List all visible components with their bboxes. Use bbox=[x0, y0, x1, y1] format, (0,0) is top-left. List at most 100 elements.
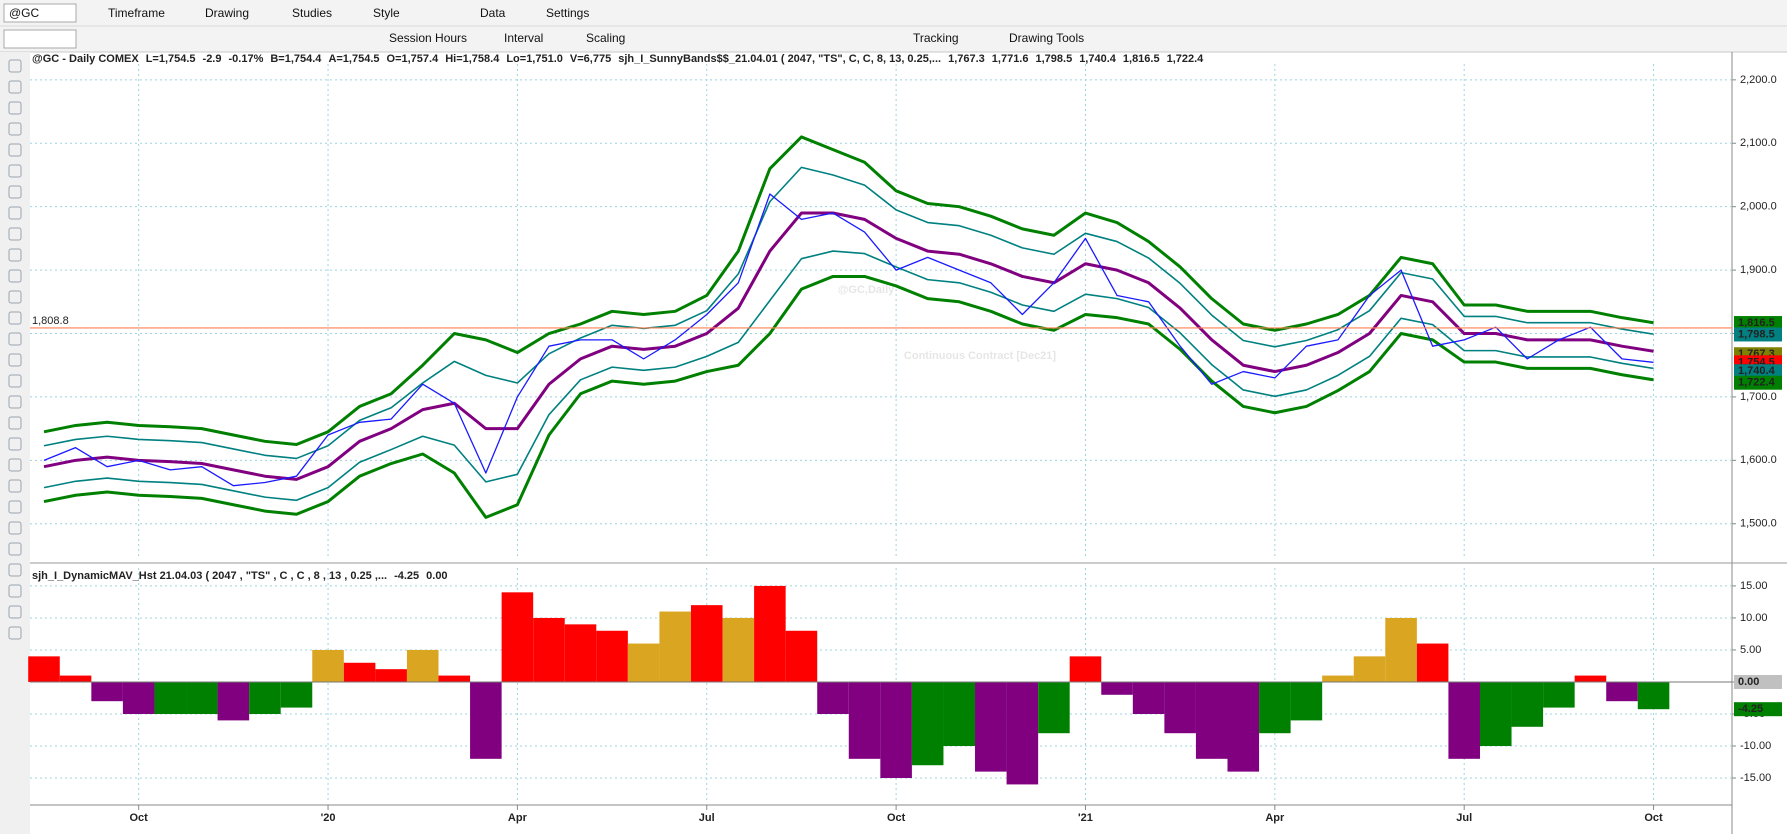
histogram-bar bbox=[817, 681, 849, 714]
tool-icon bbox=[8, 458, 22, 472]
menu-button[interactable]: Interval bbox=[504, 31, 543, 45]
histogram-bar bbox=[848, 681, 881, 759]
tool-icon bbox=[8, 80, 22, 94]
layout-box[interactable] bbox=[3, 29, 77, 49]
study-header: 1,816.5 bbox=[1123, 53, 1160, 65]
histogram-bar bbox=[627, 643, 660, 682]
x-tick-label: Apr bbox=[508, 812, 528, 824]
value-tag-label: 1,798.5 bbox=[1738, 328, 1775, 340]
series-line bbox=[43, 135, 1654, 446]
x-tick-label: Oct bbox=[1644, 812, 1663, 824]
histogram-bar bbox=[722, 617, 755, 682]
menu-button[interactable]: Data bbox=[480, 6, 506, 20]
symbol-input[interactable]: @GC bbox=[9, 6, 40, 20]
histogram-bar bbox=[690, 605, 723, 682]
tool-icon bbox=[8, 500, 22, 514]
histogram-bar bbox=[1164, 681, 1196, 734]
histogram-bar bbox=[1543, 681, 1575, 708]
side-icons bbox=[8, 59, 22, 640]
tool-icon bbox=[8, 563, 22, 577]
menu-button[interactable]: Studies bbox=[292, 6, 332, 20]
histogram-bar bbox=[880, 681, 912, 779]
tool-icon bbox=[8, 437, 22, 451]
menu-button[interactable]: Scaling bbox=[586, 31, 625, 45]
series-line bbox=[43, 166, 1654, 460]
histogram-bar bbox=[1606, 681, 1638, 702]
study-header: Hi=1,758.4 bbox=[445, 53, 500, 65]
histogram-bar bbox=[1132, 681, 1165, 714]
menu-button[interactable]: Settings bbox=[546, 6, 589, 20]
value-tag bbox=[1734, 375, 1782, 390]
study-header: 1,740.4 bbox=[1079, 53, 1117, 65]
histogram-bar bbox=[659, 611, 691, 682]
histogram-bar bbox=[1416, 643, 1449, 682]
histogram-bar bbox=[186, 681, 218, 714]
symbol-box[interactable] bbox=[3, 3, 77, 23]
tool-icon bbox=[8, 101, 22, 115]
tool-icon bbox=[8, 227, 22, 241]
x-tick-label: '20 bbox=[321, 812, 336, 824]
x-tick-label: Jul bbox=[1456, 812, 1472, 824]
tool-icon bbox=[8, 395, 22, 409]
study-header: V=6,775 bbox=[570, 53, 611, 65]
x-tick-label: Oct bbox=[130, 812, 149, 824]
histogram-bar bbox=[122, 681, 155, 714]
histogram-bar bbox=[1637, 681, 1670, 710]
y-tick-label: 2,200.0 bbox=[1740, 74, 1777, 86]
histogram-bar bbox=[1069, 656, 1102, 682]
value-tag bbox=[1734, 327, 1782, 342]
watermark: @GC,Daily bbox=[838, 284, 895, 296]
study-header: sjh_I_SunnyBands$$_21.04.01 ( 2047, "TS"… bbox=[618, 53, 941, 65]
y-tick-label: 1,700.0 bbox=[1740, 391, 1777, 403]
tool-icon bbox=[8, 521, 22, 535]
study-header: Lo=1,751.0 bbox=[506, 53, 563, 65]
value-tag bbox=[1734, 316, 1782, 331]
histogram-bar bbox=[564, 624, 597, 682]
study-header: sjh_I_DynamicMAV_Hst 21.04.03 ( 2047 , "… bbox=[32, 570, 387, 582]
histogram-bar bbox=[1511, 681, 1544, 727]
y-tick-label: -15.00 bbox=[1740, 772, 1771, 784]
tool-icon bbox=[8, 416, 22, 430]
menu-button[interactable]: Style bbox=[373, 6, 400, 20]
menu-button[interactable]: Tracking bbox=[913, 31, 959, 45]
y-tick-label: 10.00 bbox=[1740, 612, 1768, 624]
y-tick-label: 5.00 bbox=[1740, 644, 1761, 656]
series-line bbox=[43, 250, 1654, 502]
y-tick-label: 1,500.0 bbox=[1740, 518, 1777, 530]
series-line bbox=[43, 211, 1654, 481]
histogram-bar bbox=[343, 662, 376, 682]
value-tag-label: 0.00 bbox=[1738, 676, 1759, 688]
tool-icon bbox=[8, 164, 22, 178]
histogram-bar bbox=[217, 681, 250, 721]
histogram-bar bbox=[501, 592, 534, 682]
histogram-bar bbox=[28, 656, 60, 682]
x-tick-label: Oct bbox=[887, 812, 906, 824]
menu-button[interactable]: Timeframe bbox=[108, 6, 165, 20]
tool-icon bbox=[8, 353, 22, 367]
tool-icon bbox=[8, 584, 22, 598]
study-header: 1,767.3 bbox=[948, 53, 985, 65]
histogram-bar bbox=[470, 681, 502, 759]
study-header: 1,798.5 bbox=[1035, 53, 1072, 65]
watermark: Continuous Contract [Dec21] bbox=[904, 350, 1057, 362]
value-tag bbox=[1734, 674, 1782, 689]
histogram-bar bbox=[249, 681, 281, 714]
study-header: O=1,757.4 bbox=[387, 53, 440, 65]
histogram-bar bbox=[1038, 681, 1070, 734]
study-header: A=1,754.5 bbox=[328, 53, 379, 65]
histogram-bar bbox=[1290, 681, 1323, 721]
series-line bbox=[43, 274, 1654, 519]
study-header: -4.25 bbox=[394, 570, 419, 582]
tool-icon bbox=[8, 248, 22, 262]
study-header: B=1,754.4 bbox=[270, 53, 322, 65]
menu-button[interactable]: Drawing bbox=[205, 6, 249, 20]
menu-button[interactable]: Session Hours bbox=[389, 31, 467, 45]
histogram-bar bbox=[1479, 681, 1512, 747]
histogram-bar bbox=[1006, 681, 1039, 785]
y-tick-label: 2,100.0 bbox=[1740, 137, 1777, 149]
histogram-bar bbox=[911, 681, 944, 766]
histogram-bar bbox=[280, 681, 313, 708]
tool-icon bbox=[8, 311, 22, 325]
histogram-bar bbox=[91, 681, 123, 702]
menu-button[interactable]: Drawing Tools bbox=[1009, 31, 1084, 45]
